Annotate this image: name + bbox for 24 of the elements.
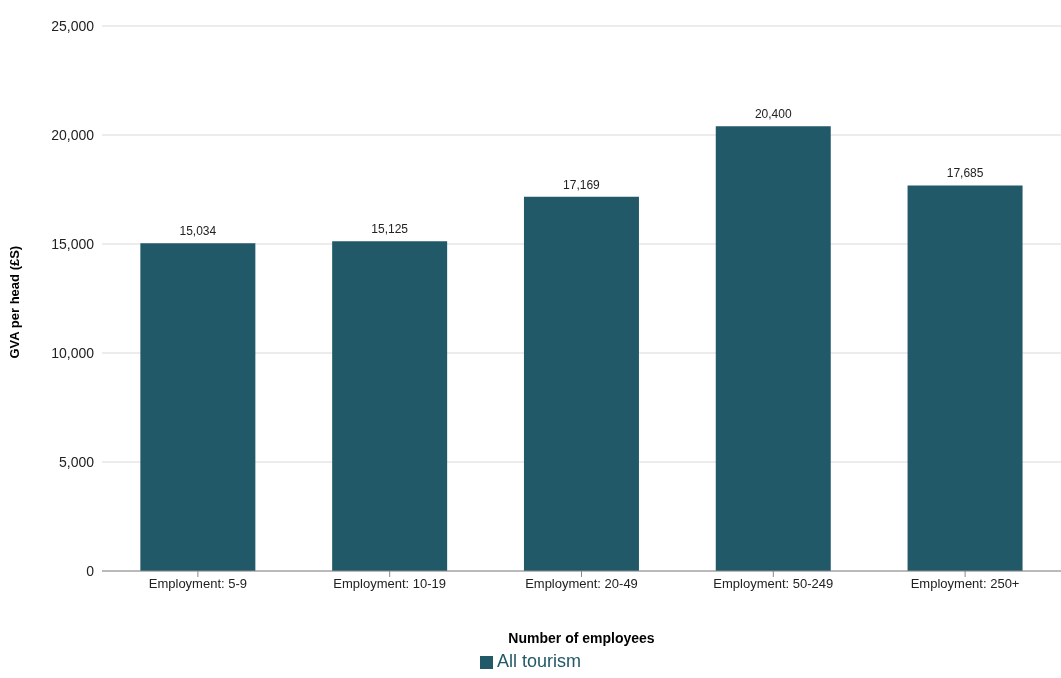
x-tick-label: Employment: 20-49 — [525, 576, 638, 592]
y-tick-label: 5,000 — [58, 453, 95, 470]
data-label: 17,685 — [946, 166, 984, 181]
x-axis-title: Number of employees — [508, 630, 655, 646]
bar — [907, 185, 1023, 571]
data-label: 15,125 — [371, 222, 409, 237]
y-tick-label: 25,000 — [51, 17, 95, 34]
bar — [523, 196, 639, 571]
data-label: 17,169 — [563, 177, 601, 192]
y-axis-title: GVA per head (£S) — [6, 245, 22, 359]
x-tick-label: Employment: 250+ — [910, 576, 1020, 592]
data-label: 20,400 — [754, 107, 792, 122]
legend-label: All tourism — [496, 651, 581, 671]
bar — [332, 241, 448, 571]
y-tick-label: 20,000 — [51, 126, 95, 143]
data-label: 15,034 — [179, 224, 217, 239]
y-tick-label: 10,000 — [51, 344, 95, 361]
bar — [140, 243, 256, 571]
x-tick-label: Employment: 5-9 — [148, 576, 248, 592]
y-tick-label: 15,000 — [51, 235, 95, 252]
bar — [715, 126, 831, 571]
x-tick-label: Employment: 10-19 — [333, 576, 447, 592]
y-tick-label: 0 — [86, 562, 95, 579]
x-tick-label: Employment: 50-249 — [713, 576, 834, 592]
